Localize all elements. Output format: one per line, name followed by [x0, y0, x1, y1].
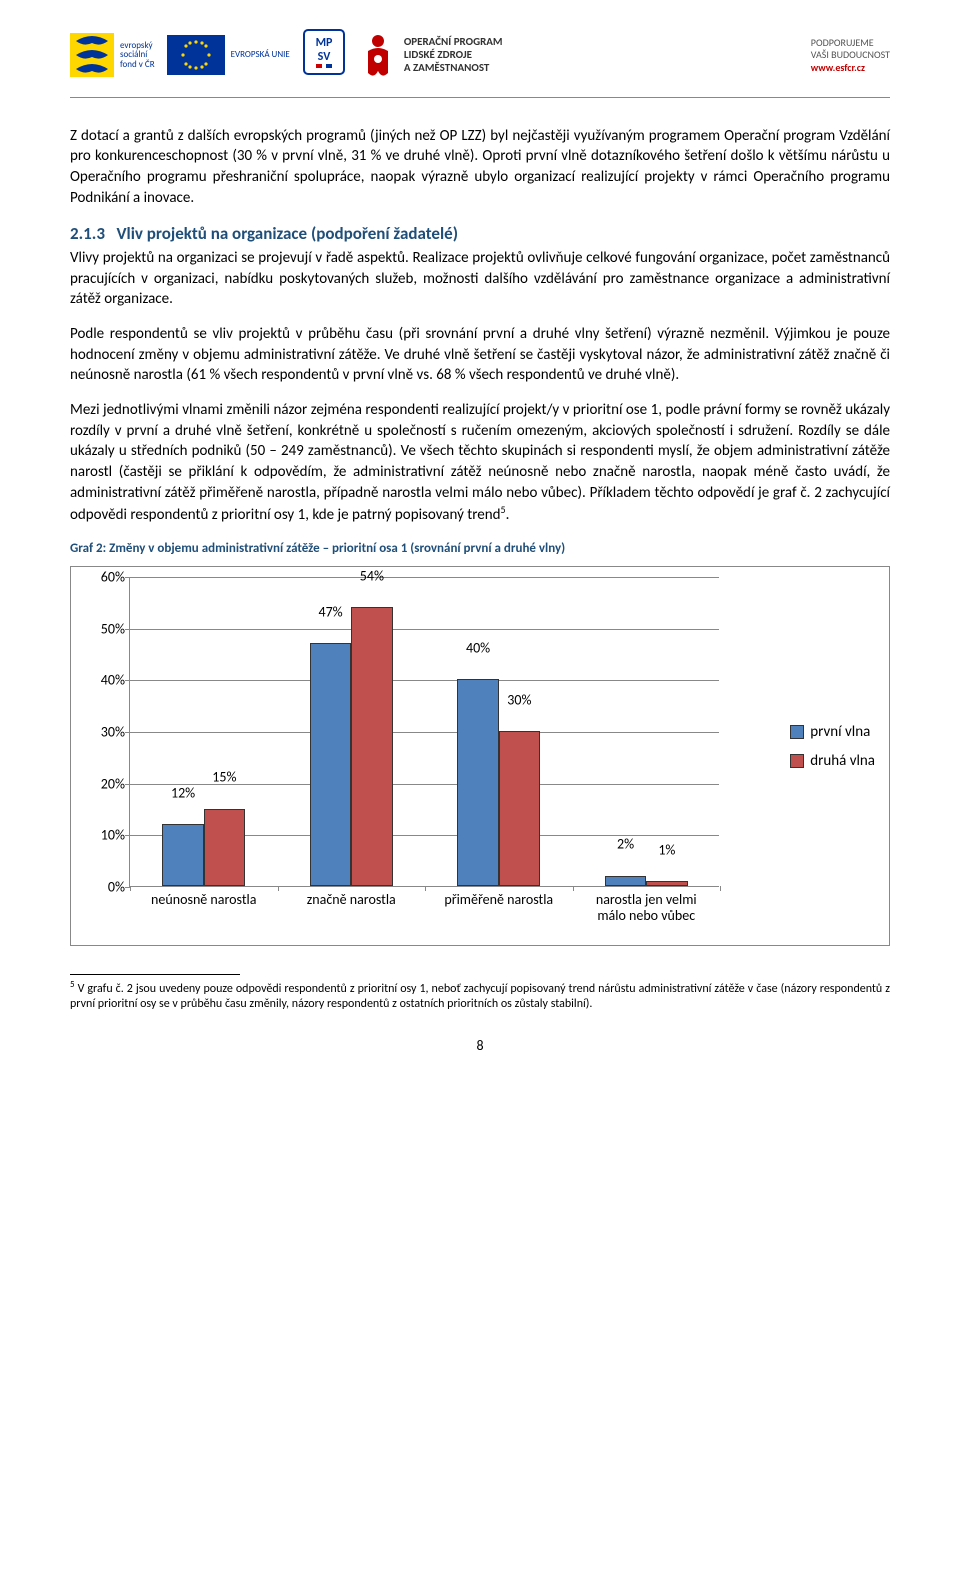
chart-bar — [310, 643, 351, 886]
legend-label: druhá vlna — [810, 751, 875, 772]
chart-bar — [204, 809, 245, 887]
bar-value-label: 47% — [318, 603, 342, 622]
x-axis-category: přiměřeně narostla — [426, 886, 571, 908]
bar-value-label: 15% — [212, 768, 236, 787]
chart-bar — [457, 679, 498, 886]
footnote-separator — [70, 974, 240, 975]
chart-legend: první vlna druhá vlna — [790, 722, 875, 779]
x-axis-category: narostla jen velmi málo nebo vůbec — [574, 886, 719, 924]
x-axis-category: neúnosně narostla — [131, 886, 276, 908]
support-url: www.esfcr.cz — [811, 62, 890, 75]
chart-plot-area: 0%10%20%30%40%50%60%12%15%neúnosně naros… — [129, 577, 719, 887]
y-axis-tick: 40% — [85, 671, 125, 690]
y-axis-tick: 60% — [85, 567, 125, 586]
paragraph-4-text: Mezi jednotlivými vlnami změnili názor z… — [70, 401, 890, 524]
legend-item: první vlna — [790, 722, 875, 743]
bar-value-label: 2% — [617, 835, 634, 854]
legend-item: druhá vlna — [790, 751, 875, 772]
svg-text:MP: MP — [315, 36, 332, 50]
logo-esf: evropský sociální fond v ČR — [70, 33, 155, 77]
paragraph-1: Z dotací a grantů z dalších evropských p… — [70, 126, 890, 209]
logo-mpsv: MP SV — [302, 28, 346, 83]
chart-plot: 0%10%20%30%40%50%60%12%15%neúnosně naros… — [129, 577, 719, 887]
logo-op: OPERAČNÍ PROGRAM LIDSKÉ ZDROJE A ZAMĚSTN… — [358, 31, 503, 79]
legend-label: první vlna — [810, 722, 870, 743]
op-label: OPERAČNÍ PROGRAM LIDSKÉ ZDROJE A ZAMĚSTN… — [404, 36, 503, 74]
bar-value-label: 12% — [171, 783, 195, 802]
heading-title: Vliv projektů na organizace (podpoření ž… — [116, 223, 458, 244]
chart-bar — [605, 876, 646, 886]
bar-value-label: 1% — [658, 840, 675, 859]
chart-bar — [351, 607, 392, 886]
chart-bar — [162, 824, 203, 886]
chart-title: Graf 2: Změny v objemu administrativní z… — [70, 540, 890, 558]
support-block: PODPORUJEME VAŠI BUDOUCNOST www.esfcr.cz — [811, 37, 890, 75]
heading-number: 2.1.3 — [70, 223, 105, 244]
legend-swatch — [790, 754, 804, 768]
eu-flag-icon — [167, 35, 225, 75]
page-number: 8 — [70, 1036, 890, 1055]
esf-label: evropský sociální fond v ČR — [120, 41, 155, 71]
mpsv-icon: MP SV — [302, 28, 346, 76]
op-icon — [358, 31, 398, 79]
y-axis-tick: 30% — [85, 722, 125, 741]
y-axis-tick: 20% — [85, 774, 125, 793]
chart-container: 0% 10% 20% 30% 40% 50% 60% 12% 15% neúnosně naros… — [70, 566, 890, 946]
legend-swatch — [790, 725, 804, 739]
y-axis-tick: 10% — [85, 826, 125, 845]
y-axis-tick: 0% — [85, 877, 125, 896]
chart-bar — [499, 731, 540, 886]
x-axis-category: značně narostla — [279, 886, 424, 908]
logo-eu: EVROPSKÁ UNIE — [167, 35, 290, 75]
section-heading: 2.1.3 Vliv projektů na organizace (podpo… — [70, 222, 890, 245]
bar-value-label: 40% — [466, 639, 490, 658]
support-line2: VAŠI BUDOUCNOST — [811, 49, 890, 62]
footnote-text: V grafu č. 2 jsou uvedeny pouze odpovědi… — [70, 982, 890, 1011]
bar-value-label: 30% — [507, 690, 531, 709]
paragraph-4-end: . — [506, 506, 510, 524]
footnote: 5 V grafu č. 2 jsou uvedeny pouze odpově… — [70, 979, 890, 1012]
esf-icon — [70, 33, 114, 77]
paragraph-2: Vlivy projektů na organizaci se projevuj… — [70, 248, 890, 310]
logo-strip: evropský sociální fond v ČR EVROPSKÁ UNI… — [70, 28, 890, 98]
svg-text:SV: SV — [317, 50, 331, 64]
paragraph-3: Podle respondentů se vliv projektů v prů… — [70, 324, 890, 386]
bar-value-label: 54% — [360, 566, 384, 585]
y-axis-tick: 50% — [85, 619, 125, 638]
eu-label: EVROPSKÁ UNIE — [231, 50, 290, 60]
paragraph-4: Mezi jednotlivými vlnami změnili názor z… — [70, 400, 890, 526]
footnote-number: 5 — [70, 979, 75, 990]
